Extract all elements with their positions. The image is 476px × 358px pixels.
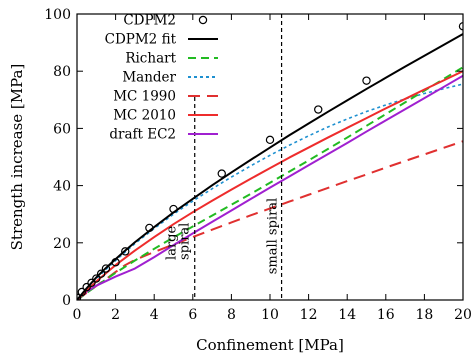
- annotation-label-small-spiral: small spiral: [266, 198, 281, 274]
- legend-label-mc-2010: MC 2010: [113, 108, 176, 124]
- series-line-richart: [77, 66, 463, 300]
- y-tick-label: 80: [53, 64, 71, 80]
- x-tick-label: 2: [111, 307, 120, 323]
- x-tick-label: 8: [227, 307, 236, 323]
- series-line-mc-2010: [77, 70, 463, 300]
- legend-label-mc-1990: MC 1990: [113, 89, 176, 105]
- legend-marker-cdpm2: [198, 15, 208, 25]
- y-axis-label: Strength increase [MPa]: [8, 64, 26, 251]
- data-point-cdpm2: [169, 204, 178, 214]
- data-point-cdpm2: [145, 223, 154, 233]
- data-point-cdpm2: [217, 169, 226, 178]
- data-point-cdpm2: [121, 247, 130, 256]
- spiral-lines-layer: largespiral small spiral: [165, 14, 283, 300]
- x-tick-label: 12: [300, 307, 318, 323]
- x-tick-label: 0: [73, 307, 82, 323]
- x-tick-label: 20: [454, 307, 472, 323]
- y-tick-label: 60: [53, 121, 71, 137]
- series-line-draft-ec2: [77, 74, 463, 300]
- data-point-cdpm2: [96, 269, 106, 278]
- y-tick-label: 40: [53, 179, 71, 195]
- data-point-cdpm2: [314, 105, 323, 114]
- legend-label-draft-ec2: draft EC2: [109, 127, 176, 143]
- data-point-cdpm2: [92, 274, 101, 283]
- x-tick-label: 10: [261, 307, 279, 323]
- series-line-cdpm2-fit: [77, 33, 463, 300]
- data-point-cdpm2: [82, 282, 91, 292]
- annotation-label-large-spiral: largespiral: [165, 223, 193, 260]
- x-tick-label: 14: [338, 307, 356, 323]
- legend-label-cdpm2-fit: CDPM2 fit: [105, 32, 177, 48]
- x-tick-label: 6: [188, 307, 197, 323]
- y-tick-label: 0: [62, 293, 71, 309]
- legend-label-richart: Richart: [125, 51, 176, 67]
- data-point-cdpm2: [87, 278, 96, 288]
- y-tick-label: 20: [53, 236, 71, 252]
- axes-layer: 0 2 4 6 8 10 12 14 16 18 20 0 20 40 60 80 100: [44, 7, 472, 323]
- legend: CDPM2 CDPM2 fit Richart Mander MC 1990 MC 201…: [105, 13, 218, 143]
- data-point-cdpm2: [77, 287, 87, 297]
- series-line-mander: [77, 83, 463, 300]
- x-tick-label: 18: [415, 307, 433, 323]
- legend-label-mander: Mander: [122, 70, 176, 86]
- curves-layer: [77, 22, 463, 300]
- x-tick-label: 16: [377, 307, 395, 323]
- x-axis-label: Confinement [MPa]: [196, 336, 344, 354]
- legend-label-cdpm2: CDPM2: [123, 13, 176, 29]
- data-point-cdpm2: [111, 258, 120, 267]
- x-tick-label: 4: [150, 307, 159, 323]
- y-tick-label: 100: [44, 7, 71, 23]
- data-point-cdpm2: [265, 135, 275, 145]
- data-point-cdpm2: [362, 76, 371, 85]
- data-point-cdpm2: [101, 264, 111, 273]
